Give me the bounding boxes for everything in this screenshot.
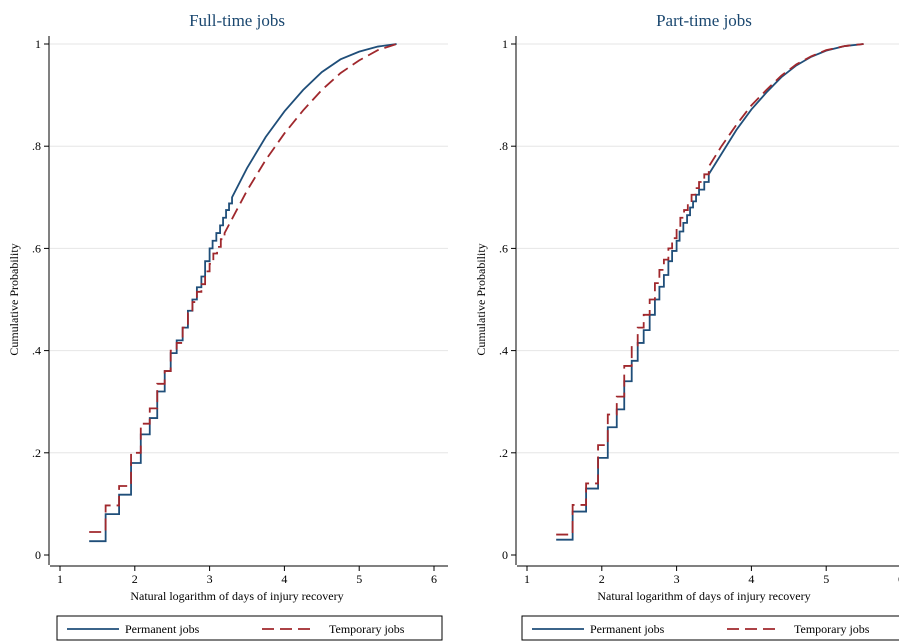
y-axis-label: Cumulative Probability [474,243,488,355]
x-tick-label: 4 [748,572,754,586]
y-tick-label: .8 [499,139,508,153]
y-tick-label: .2 [499,446,508,460]
y-tick-label: .2 [32,446,41,460]
x-tick-label: 2 [599,572,605,586]
y-tick-label: 1 [502,37,508,51]
legend: Permanent jobs Temporary jobs [521,615,899,641]
x-tick-label: 1 [524,572,530,586]
x-tick-label: 2 [132,572,138,586]
legend-box [521,615,899,641]
legend-box [56,615,443,641]
legend-label: Permanent jobs [125,622,200,636]
y-tick-label: .8 [32,139,41,153]
y-tick-label: 0 [35,548,41,562]
x-tick-label: 4 [281,572,287,586]
series-line-temporary [556,43,864,536]
chart-title: Part-time jobs [656,11,752,30]
y-tick-label: .6 [32,241,41,255]
x-tick-label: 1 [57,572,63,586]
legend-label: Permanent jobs [590,622,665,636]
chart-title: Full-time jobs [189,11,285,30]
x-tick-label: 5 [356,572,362,586]
legend-label: Temporary jobs [329,622,405,636]
series-line-permanent [89,43,397,543]
y-tick-label: .4 [32,344,41,358]
series-line-temporary [89,43,397,533]
x-tick-label: 5 [823,572,829,586]
y-axis-label: Cumulative Probability [7,243,21,355]
legend-label: Temporary jobs [794,622,870,636]
x-axis-label: Natural logarithm of days of injury reco… [130,589,343,603]
x-axis-label: Natural logarithm of days of injury reco… [597,589,810,603]
y-tick-label: 1 [35,37,41,51]
x-tick-label: 3 [207,572,213,586]
chart-panel-1: Full-time jobs 0 .2 .4 .6 .8 1 1 2 3 4 5 6 Natural lo… [7,11,448,641]
y-tick-label: .4 [499,344,508,358]
series-line-permanent [556,43,864,541]
y-tick-label: 0 [502,548,508,562]
legend: Permanent jobs Temporary jobs [56,615,443,641]
x-tick-label: 3 [674,572,680,586]
y-tick-label: .6 [499,241,508,255]
x-tick-label: 6 [431,572,437,586]
